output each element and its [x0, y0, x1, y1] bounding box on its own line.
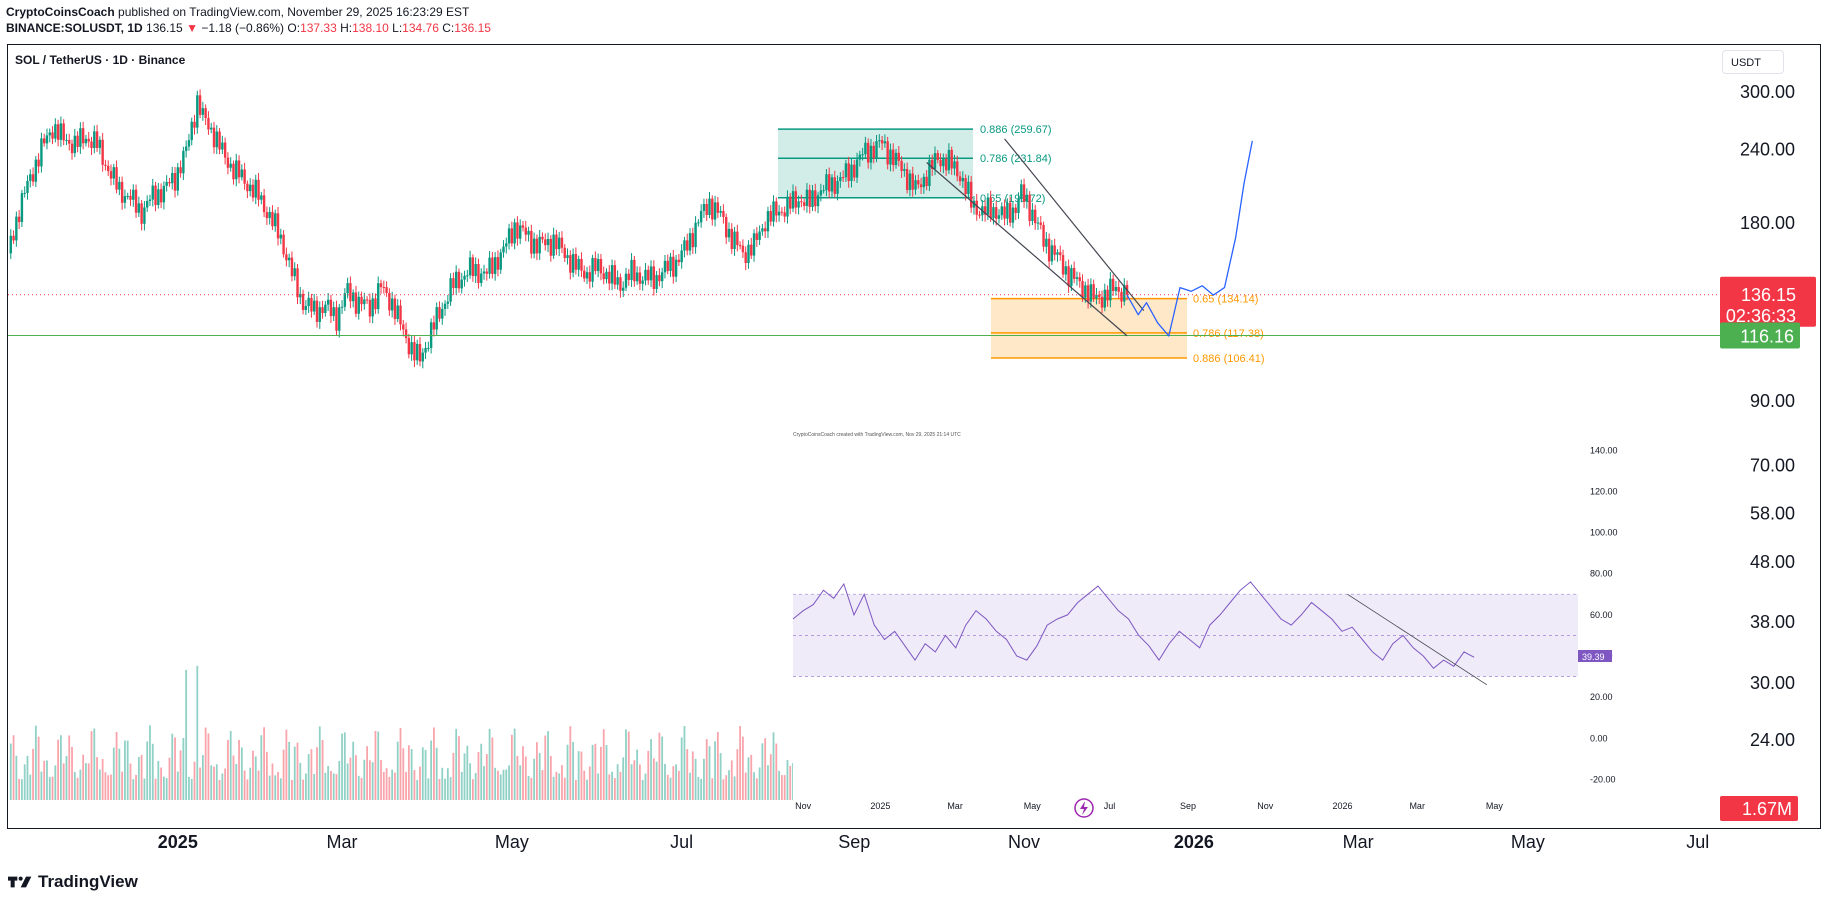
high-value: 138.10: [352, 21, 389, 35]
chart-frame[interactable]: [7, 44, 1821, 829]
x-tick: May: [495, 832, 529, 852]
x-tick: Jul: [1686, 832, 1709, 852]
symbol-label: BINANCE:SOLUSDT, 1D: [6, 21, 143, 35]
tradingview-logo-icon: [8, 876, 32, 888]
x-tick: Nov: [1008, 832, 1040, 852]
x-tick: 2026: [1174, 832, 1214, 852]
x-tick: Mar: [1343, 832, 1374, 852]
tradingview-logo[interactable]: TradingView: [8, 872, 138, 892]
logo-text: TradingView: [38, 872, 138, 891]
price-change: −1.18 (−0.86%): [201, 21, 285, 35]
low-label: L:: [392, 21, 403, 35]
high-label: H:: [340, 21, 353, 35]
x-tick: Sep: [838, 832, 870, 852]
low-value: 134.76: [402, 21, 439, 35]
current-price: 136.15: [146, 21, 183, 35]
currency-selector[interactable]: USDT: [1722, 50, 1784, 74]
ohlc-legend: BINANCE:SOLUSDT, 1D 136.15 ▼ −1.18 (−0.8…: [6, 21, 491, 35]
open-label: O:: [287, 21, 301, 35]
change-down-icon: ▼: [186, 21, 198, 35]
close-label: C:: [442, 21, 455, 35]
x-tick: May: [1511, 832, 1545, 852]
publish-info: CryptoCoinsCoach published on TradingVie…: [6, 5, 469, 19]
x-tick: Jul: [670, 832, 693, 852]
open-value: 137.33: [300, 21, 337, 35]
pane-title: SOL / TetherUS · 1D · Binance: [15, 53, 186, 67]
close-value: 136.15: [454, 21, 491, 35]
publish-text: published on TradingView.com, November 2…: [118, 5, 470, 19]
author-name[interactable]: CryptoCoinsCoach: [6, 5, 115, 19]
x-tick: 2025: [158, 832, 198, 852]
x-tick: Mar: [327, 832, 358, 852]
